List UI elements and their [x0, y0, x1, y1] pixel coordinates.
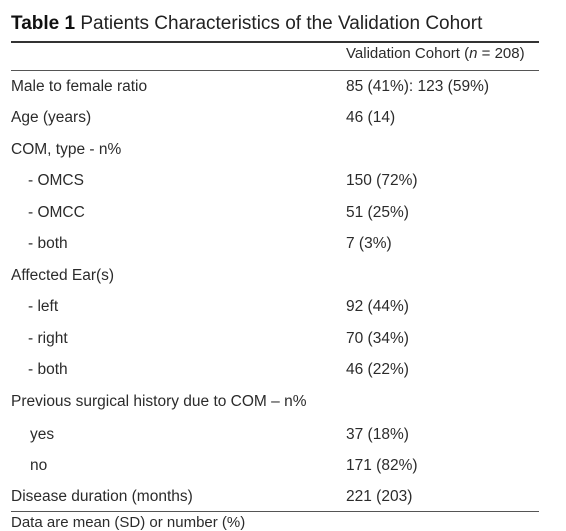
- row-label: - both: [28, 235, 68, 252]
- row-label: - left: [28, 298, 59, 315]
- table-row: Disease duration (months) 221 (203): [0, 481, 566, 512]
- table-title: Patients Characteristics of the Validati…: [80, 13, 483, 34]
- table-row: - both 46 (22%): [0, 354, 566, 385]
- row-value: 70 (34%): [346, 330, 409, 347]
- row-label: - OMCC: [28, 204, 85, 221]
- row-value: 150 (72%): [346, 172, 418, 189]
- table-row: no 171 (82%): [0, 450, 566, 481]
- row-label: no: [30, 457, 48, 474]
- table-bottom-rule: [11, 511, 539, 512]
- table-row: - OMCC 51 (25%): [0, 197, 566, 228]
- row-label: Affected Ear(s): [11, 267, 115, 284]
- row-label: Male to female ratio: [11, 78, 148, 95]
- table-caption: Table 1 Patients Characteristics of the …: [11, 13, 482, 35]
- row-label: Disease duration (months): [11, 488, 193, 505]
- table-number: Table 1: [11, 13, 76, 34]
- table-row: - right 70 (34%): [0, 323, 566, 354]
- row-label: COM, type - n%: [11, 141, 122, 158]
- row-label: Previous surgical history due to COM – n…: [11, 393, 307, 410]
- table-row: Age (years) 46 (14): [0, 102, 566, 133]
- table-row: Affected Ear(s): [0, 260, 566, 291]
- column-header-suffix: = 208): [477, 45, 525, 62]
- table-row: yes 37 (18%): [0, 419, 566, 450]
- row-value: 46 (22%): [346, 361, 409, 378]
- row-label: - OMCS: [28, 172, 84, 189]
- row-value: 92 (44%): [346, 298, 409, 315]
- row-label: Age (years): [11, 109, 92, 126]
- table-row: - left 92 (44%): [0, 291, 566, 322]
- table-row: - OMCS 150 (72%): [0, 165, 566, 196]
- table-header-rule: [11, 70, 539, 71]
- row-value: 7 (3%): [346, 235, 392, 252]
- table-row: - both 7 (3%): [0, 228, 566, 259]
- row-value: 51 (25%): [346, 204, 409, 221]
- column-header-prefix: Validation Cohort (: [346, 45, 470, 62]
- column-header-n: n: [469, 45, 478, 62]
- row-value: 37 (18%): [346, 426, 409, 443]
- column-header-validation-cohort: Validation Cohort (n = 208): [346, 45, 525, 62]
- row-label: - both: [28, 361, 68, 378]
- row-label: - right: [28, 330, 68, 347]
- table-row: Male to female ratio 85 (41%): 123 (59%): [0, 71, 566, 102]
- row-value: 221 (203): [346, 488, 413, 505]
- row-value: 85 (41%): 123 (59%): [346, 78, 490, 95]
- table-top-rule: [11, 41, 539, 43]
- table-row: Previous surgical history due to COM – n…: [0, 386, 566, 417]
- row-value: 171 (82%): [346, 457, 418, 474]
- row-value: 46 (14): [346, 109, 396, 126]
- row-label: yes: [30, 426, 55, 443]
- table-row: COM, type - n%: [0, 134, 566, 165]
